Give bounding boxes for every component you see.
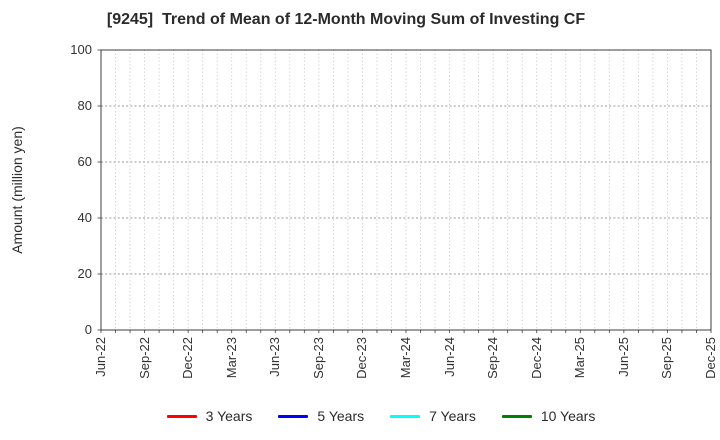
y-tick-label: 0 xyxy=(84,322,92,337)
x-tick-label: Jun-22 xyxy=(93,337,108,377)
legend-label: 7 Years xyxy=(429,408,476,424)
x-tick-label: Dec-23 xyxy=(354,337,370,379)
x-tick-label: Dec-25 xyxy=(703,337,718,379)
legend-line-swatch xyxy=(278,414,309,418)
y-tick-label: 20 xyxy=(77,266,92,281)
x-tick-label: Mar-23 xyxy=(223,337,239,379)
x-tick-label: Jun-24 xyxy=(441,337,457,377)
legend-item-7-years: 7 Years xyxy=(390,408,476,424)
y-tick-label: 60 xyxy=(77,154,92,169)
legend-line-swatch xyxy=(166,414,197,418)
legend-item-10-years: 10 Years xyxy=(501,408,596,424)
chart-title: [9245] Trend of Mean of 12-Month Moving … xyxy=(106,11,586,28)
legend-line-swatch xyxy=(390,414,421,418)
y-tick-label: 40 xyxy=(77,210,92,225)
x-tick-label: Dec-24 xyxy=(528,337,544,379)
legend-item-3-years: 3 Years xyxy=(166,408,253,424)
x-tick-label: Sep-23 xyxy=(310,337,326,379)
x-tick-label: Sep-22 xyxy=(136,337,152,379)
x-tick-label: Jun-25 xyxy=(615,337,631,377)
legend-line-swatch xyxy=(501,414,532,418)
x-tick-label: Jun-23 xyxy=(267,337,283,377)
x-tick-label: Sep-24 xyxy=(485,337,501,379)
x-tick-label: Sep-25 xyxy=(659,337,675,379)
legend-label: 5 Years xyxy=(317,408,365,424)
legend-item-5-years: 5 Years xyxy=(278,408,364,424)
y-tick-label: 100 xyxy=(70,42,92,57)
legend-label: 3 Years xyxy=(205,408,253,424)
legend: 3 Years 5 Years 7 Years 10 Years xyxy=(42,406,720,426)
x-tick-label: Dec-22 xyxy=(180,337,196,379)
y-tick-label: 80 xyxy=(77,98,92,113)
legend-label: 10 Years xyxy=(540,408,596,424)
x-tick-label: Mar-24 xyxy=(398,337,413,379)
x-tick-label: Mar-25 xyxy=(572,337,588,379)
